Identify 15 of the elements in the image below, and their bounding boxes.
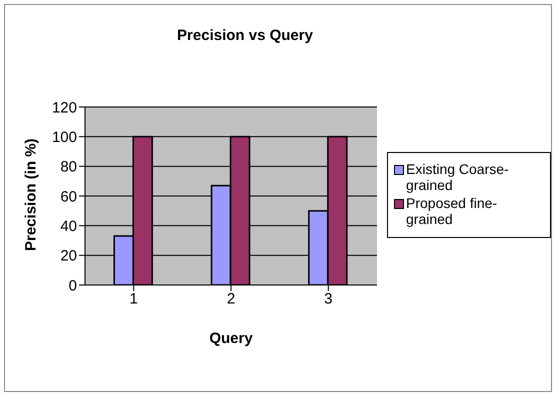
y-tick-label: 20	[60, 248, 77, 265]
y-tick-label: 100	[52, 128, 77, 146]
chart-title: Precision vs Query	[176, 27, 314, 44]
legend-label: Proposed fine-grained	[406, 195, 498, 227]
x-axis-title: Query	[209, 330, 254, 347]
x-tick-label: 2	[226, 290, 236, 308]
y-axis-title: Precision (in %)	[22, 138, 40, 251]
y-tick-label: 60	[60, 188, 77, 206]
y-tick-label: 80	[60, 158, 77, 176]
legend-label: Existing Coarse-grained	[406, 161, 510, 193]
y-tick-label: 40	[60, 218, 77, 235]
x-tick-label: 3	[324, 290, 333, 308]
x-tick-label: 1	[129, 290, 138, 308]
y-tick-label: 120	[52, 99, 77, 116]
y-tick-label: 0	[68, 277, 77, 294]
